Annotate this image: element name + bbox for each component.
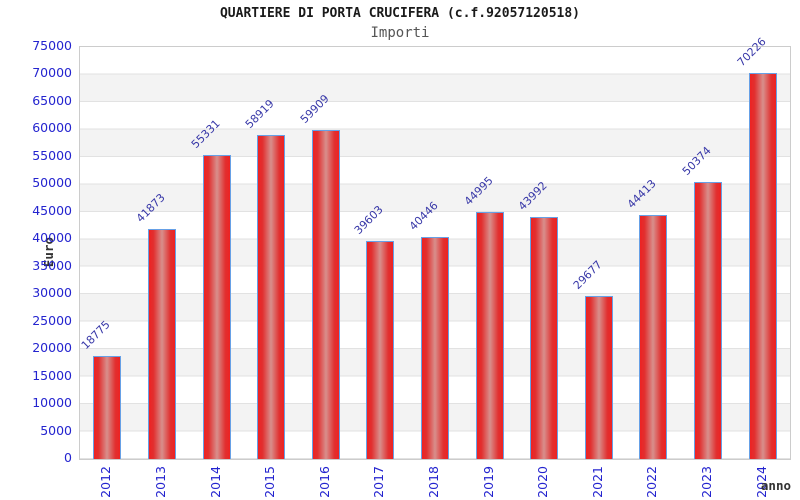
y-tick-label: 50000 (32, 175, 72, 191)
x-tick-label: 2019 (480, 466, 496, 498)
bar-2020 (530, 217, 559, 459)
bar-2015 (257, 135, 286, 459)
bar-2024 (748, 73, 777, 459)
x-tick-label: 2016 (316, 466, 332, 498)
y-tick-label: 5000 (40, 422, 72, 438)
y-tick-label: 55000 (32, 147, 72, 163)
x-tick-label: 2012 (98, 466, 114, 498)
bar-value-label: 40446 (406, 198, 441, 233)
bar-value-label: 55331 (188, 117, 223, 152)
y-tick-label: 20000 (32, 340, 72, 356)
bar-value-label: 58919 (242, 97, 277, 132)
y-tick-label: 45000 (32, 202, 72, 218)
bar-value-label: 50374 (679, 144, 714, 179)
plot-area: 18775 41873 55331 58919 59909 39603 40446 44995… (79, 35, 791, 460)
bar-value-label: 44413 (625, 177, 660, 212)
bar-value-label: 18775 (79, 317, 114, 352)
y-tick-label: 25000 (32, 312, 72, 328)
x-tick-label: 2022 (644, 466, 660, 498)
y-tick-label: 65000 (32, 92, 72, 108)
x-tick-label: 2015 (262, 466, 278, 498)
bar-2021 (584, 295, 613, 459)
chart-subtitle: Importi (370, 25, 430, 41)
bar-2023 (694, 182, 723, 459)
y-tick-label: 15000 (32, 367, 72, 383)
x-tick-label: 2018 (426, 466, 441, 498)
x-tick-label: 2017 (371, 466, 387, 498)
y-tick-label: 70000 (32, 65, 72, 81)
bar-2022 (639, 215, 668, 459)
bar-value-label: 59909 (297, 91, 332, 126)
x-tick-label: 2014 (207, 466, 223, 498)
bar-2014 (202, 155, 231, 459)
bar-2018 (421, 236, 449, 459)
bar-value-label: 41873 (133, 191, 168, 225)
bar-2019 (475, 211, 504, 459)
y-tick-label: 0 (64, 450, 72, 465)
bar-value-label: 29677 (570, 258, 605, 292)
y-tick-label: 10000 (32, 395, 72, 411)
x-tick-label: 2023 (699, 466, 715, 498)
y-tick-label: 75000 (32, 38, 72, 53)
x-tick-label: 2021 (589, 466, 605, 498)
bar-2017 (366, 241, 395, 459)
chart-title: QUARTIERE DI PORTA CRUCIFERA (c.f.920571… (219, 6, 581, 21)
y-tick-label: 60000 (32, 120, 72, 136)
bar-value-label: 43992 (516, 179, 550, 214)
x-axis-label: anno (760, 478, 791, 493)
y-tick-label: 35000 (32, 257, 72, 273)
x-tick-label: 2020 (535, 466, 551, 498)
bar-2016 (311, 129, 340, 459)
y-tick-label: 30000 (32, 285, 72, 301)
bar-value-label: 39603 (352, 203, 387, 238)
y-tick-label: 40000 (32, 230, 72, 246)
bar-2012 (93, 355, 122, 459)
x-tick-label: 2013 (152, 466, 168, 498)
bar-value-label: 44995 (461, 173, 496, 208)
bar-2013 (147, 228, 176, 459)
